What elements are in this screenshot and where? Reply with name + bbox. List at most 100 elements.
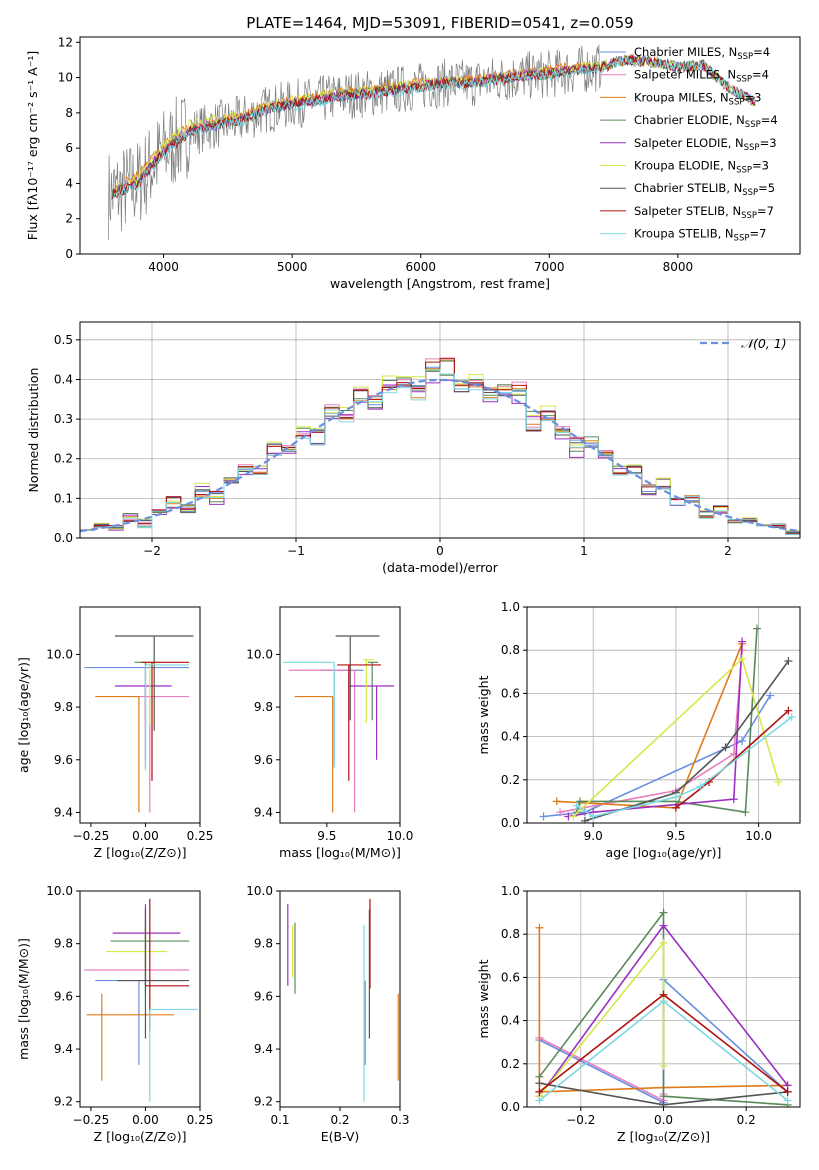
y-tick-label: 9.6 <box>254 989 273 1003</box>
x-tick-label: 1 <box>580 544 588 558</box>
x-axis-label: Z [log₁₀(Z/Z⊙)] <box>94 845 187 860</box>
legend-entry: Salpeter STELIB, NSSP=7 <box>634 204 774 221</box>
y-tick-label: 8 <box>65 106 73 120</box>
legend: Chabrier MILES, NSSP=4 Salpeter MILES, NS… <box>600 45 778 244</box>
y-tick-label: 9.8 <box>54 937 73 951</box>
x-tick-label: 4000 <box>148 260 179 274</box>
weight-marker <box>589 812 598 821</box>
weight-marker <box>752 624 761 633</box>
plot-area <box>80 357 800 536</box>
legend-entry: Chabrier STELIB, NSSP=5 <box>634 181 775 198</box>
weight-marker <box>659 1092 668 1101</box>
plot-area <box>107 44 756 240</box>
weight-line <box>559 650 743 813</box>
y-tick-label: 2 <box>65 212 73 226</box>
y-axis-label: Flux [fλ10⁻¹⁷ erg cm⁻² s⁻¹ A⁻¹] <box>25 51 40 240</box>
x-tick-label: 9.5 <box>666 829 685 843</box>
axes-frame <box>79 606 201 824</box>
x-axis-label: mass [log₁₀(M/M⊙)] <box>279 845 401 860</box>
axes-frame <box>79 890 201 1108</box>
plot-area <box>535 908 792 1107</box>
y-tick-label: 4 <box>65 176 73 190</box>
y-tick-label: 9.4 <box>254 805 273 819</box>
x-tick-label: 0.2 <box>737 1113 756 1127</box>
weight-marker <box>729 795 738 804</box>
weight-marker <box>535 1096 544 1105</box>
weight-line <box>543 695 771 818</box>
y-tick-label: 0.2 <box>501 773 520 787</box>
y-tick-label: 0.4 <box>501 730 520 744</box>
y-tick-label: 9.8 <box>54 700 73 714</box>
x-tick-label: 9.5 <box>317 829 336 843</box>
x-tick-label: −0.25 <box>73 1113 110 1127</box>
weight-marker <box>659 938 668 947</box>
histogram-step <box>80 358 800 535</box>
axes-frame <box>279 606 401 824</box>
x-tick-label: −2 <box>143 544 161 558</box>
y-tick-label: 9.4 <box>254 1042 273 1056</box>
axes-frame <box>279 890 401 1108</box>
plot-area <box>84 635 194 813</box>
y-tick-label: 0.6 <box>501 970 520 984</box>
model-line <box>111 55 756 202</box>
y-tick-label: 0.1 <box>54 491 73 505</box>
legend-entry: Chabrier MILES, NSSP=4 <box>634 45 770 62</box>
x-tick-label: 5000 <box>277 260 308 274</box>
y-tick-label: 0.5 <box>54 333 73 347</box>
x-axis-label: Z [log₁₀(Z/Z⊙)] <box>617 1129 710 1144</box>
legend-entry: Salpeter ELODIE, NSSP=3 <box>634 136 777 153</box>
axes-frame <box>79 36 801 255</box>
weight-marker <box>671 803 680 812</box>
weight-marker <box>659 921 668 930</box>
weight-line <box>568 641 743 818</box>
y-tick-label: 0.0 <box>501 1100 520 1114</box>
normal-curve <box>80 378 800 533</box>
y-tick-label: 1.0 <box>501 600 520 614</box>
age-vs-mass-panel: 9.5 10.0 9.4 9.6 9.8 10.0 mass [log₁₀(M/M⊙)] <box>246 606 414 860</box>
weight-marker <box>569 812 578 821</box>
y-tick-label: 10.0 <box>46 647 73 661</box>
x-tick-label: −1 <box>287 544 305 558</box>
mass-vs-ebv-panel: 0.1 0.2 0.3 9.2 9.4 9.6 9.8 10.0 E(B-V) <box>246 884 409 1144</box>
x-tick-label: 0.3 <box>390 1113 409 1127</box>
y-tick-label: 0.2 <box>54 452 73 466</box>
x-tick-label: 7000 <box>534 260 565 274</box>
y-tick-label: 9.6 <box>54 753 73 767</box>
y-tick-label: 10.0 <box>246 647 273 661</box>
y-tick-label: 10 <box>58 71 73 85</box>
y-tick-label: 9.2 <box>54 1095 73 1109</box>
x-axis-label: wavelength [Angstrom, rest frame] <box>330 276 550 291</box>
weight-marker <box>774 777 783 786</box>
y-tick-label: 0.2 <box>501 1057 520 1071</box>
weight-marker <box>572 801 581 810</box>
weight-marker <box>671 793 680 802</box>
weight-marker <box>741 808 750 817</box>
weight-marker <box>783 1087 792 1096</box>
weight-marker <box>783 1096 792 1105</box>
x-tick-label: 10.0 <box>387 829 414 843</box>
weight-marker <box>556 808 565 817</box>
y-tick-label: 9.4 <box>54 805 73 819</box>
weight-marker <box>784 706 793 715</box>
y-tick-label: 9.6 <box>254 753 273 767</box>
axes-frame <box>526 606 801 824</box>
x-tick-label: 0.0 <box>654 1113 673 1127</box>
weight-line <box>575 628 758 814</box>
x-tick-label: 2 <box>724 544 732 558</box>
y-tick-label: 0.3 <box>54 412 73 426</box>
x-tick-label: 0.25 <box>187 1113 214 1127</box>
y-tick-label: 6 <box>65 141 73 155</box>
weight-marker <box>580 816 589 823</box>
x-tick-label: 0.1 <box>270 1113 289 1127</box>
y-tick-label: 0.8 <box>501 643 520 657</box>
legend-entry: 𝒩(0, 1) <box>741 336 787 351</box>
weight-marker <box>738 637 747 646</box>
histogram-step <box>80 360 800 534</box>
weight-marker <box>535 1079 544 1088</box>
weight-marker <box>738 736 747 745</box>
spectrum-panel: 4000 5000 6000 7000 8000 0 2 4 6 8 10 12 wavelength … <box>25 35 801 291</box>
age-vs-z-panel: −0.25 0.00 0.25 9.4 9.6 9.8 10.0 Z [log₁₀(Z/Z⊙)… <box>16 606 213 860</box>
weight-marker <box>696 782 705 791</box>
legend-entry: Salpeter MILES, NSSP=4 <box>634 68 769 85</box>
y-tick-label: 0.6 <box>501 686 520 700</box>
